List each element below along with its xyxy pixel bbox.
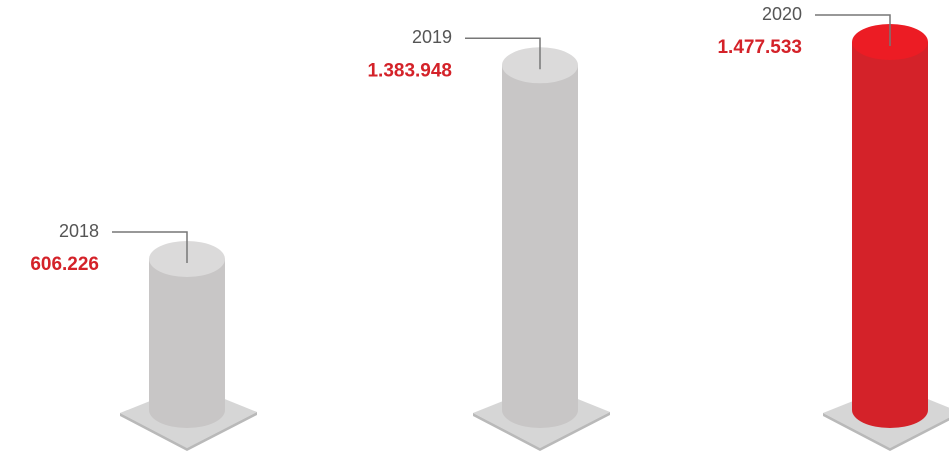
cylinder xyxy=(502,47,578,428)
category-label: 2020 xyxy=(762,4,802,24)
cylinder-body xyxy=(502,65,578,428)
leader-line xyxy=(112,231,188,264)
value-label: 606.226 xyxy=(30,254,99,275)
cylinder xyxy=(149,241,225,428)
cylinder-body xyxy=(149,259,225,428)
platform-edge xyxy=(823,413,949,451)
category-label: 2018 xyxy=(59,221,99,241)
leader-line xyxy=(465,37,541,70)
cylinder-body xyxy=(852,42,928,428)
leader-line xyxy=(815,14,891,46)
category-label: 2019 xyxy=(412,27,452,47)
value-label: 1.477.533 xyxy=(717,37,802,58)
cylinder xyxy=(852,24,928,428)
value-label: 1.383.948 xyxy=(367,60,452,81)
